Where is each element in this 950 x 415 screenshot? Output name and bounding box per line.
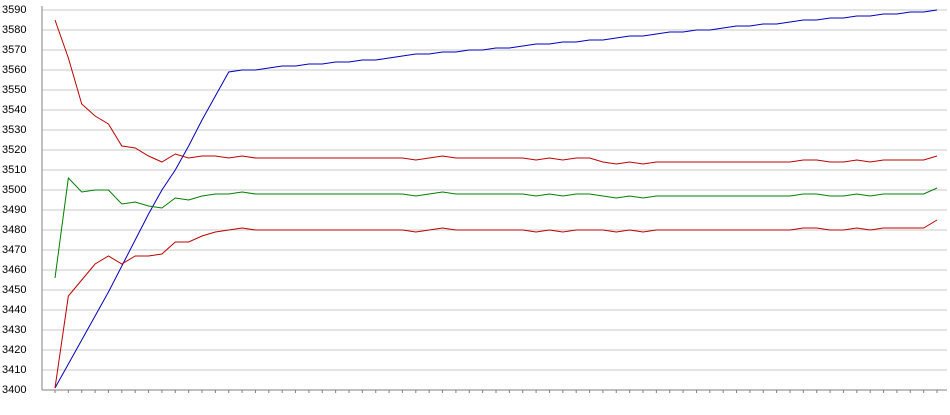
y-tick-label: 3590 — [2, 4, 26, 16]
y-tick-label: 3460 — [2, 264, 26, 276]
y-tick-label: 3420 — [2, 344, 26, 356]
y-tick-label: 3470 — [2, 244, 26, 256]
y-tick-label: 3400 — [2, 384, 26, 396]
line-series — [54, 19, 938, 165]
y-tick-label: 3480 — [2, 224, 26, 236]
line-series — [54, 219, 938, 389]
y-tick-label: 3550 — [2, 84, 26, 96]
y-tick-label: 3500 — [2, 184, 26, 196]
y-tick-label: 3530 — [2, 124, 26, 136]
y-tick-label: 3580 — [2, 24, 26, 36]
line-series — [54, 176, 938, 279]
y-tick-label: 3430 — [2, 324, 26, 336]
y-tick-label: 3490 — [2, 204, 26, 216]
y-tick-label: 3440 — [2, 304, 26, 316]
y-tick-label: 3510 — [2, 164, 26, 176]
y-tick-label: 3540 — [2, 104, 26, 116]
y-tick-label: 3570 — [2, 44, 26, 56]
y-tick-label: 3520 — [2, 144, 26, 156]
line-series — [54, 9, 938, 389]
y-tick-label: 3410 — [2, 364, 26, 376]
y-tick-label: 3560 — [2, 64, 26, 76]
y-tick-label: 3450 — [2, 284, 26, 296]
